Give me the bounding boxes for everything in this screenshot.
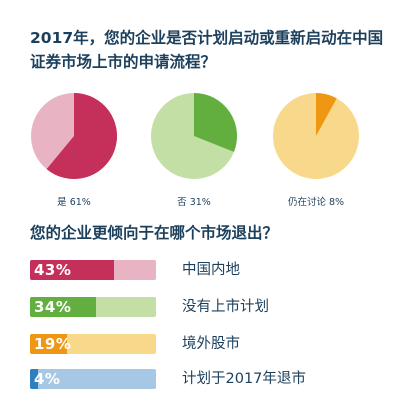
- bar-track: 4%: [30, 369, 156, 389]
- pie-2: [151, 93, 237, 179]
- bar-category-label: 没有上市计划: [182, 299, 269, 315]
- bar-value-label: 19%: [34, 335, 72, 353]
- bar-category-label: 中国内地: [182, 262, 240, 278]
- pie-1: [31, 92, 118, 179]
- question-2-title: 您的企业更倾向于在哪个市场退出？: [30, 224, 279, 242]
- bar-value-label: 34%: [34, 298, 72, 316]
- bar-row: 43% 中国内地: [30, 260, 390, 282]
- bar-row: 4% 计划于2017年退市: [30, 369, 390, 391]
- pie-2-slice: [194, 93, 237, 152]
- bar-track: 19%: [30, 334, 156, 354]
- bar-track: 34%: [30, 297, 156, 317]
- pie-1-slice: [46, 92, 118, 179]
- bar-category-label: 境外股市: [182, 336, 240, 352]
- bar-track: 43%: [30, 260, 156, 280]
- pie-3-label: 仍在讨论 8%: [287, 197, 345, 208]
- bar: [30, 260, 114, 280]
- bar: [30, 369, 38, 389]
- bar-row: 19% 境外股市: [30, 334, 390, 356]
- bar-value-label: 43%: [34, 261, 72, 279]
- pie-1-label: 是 61%: [57, 197, 91, 208]
- question-1-title: 2017年，您的企业是否计划启动或重新启动在中国证券市场上市的申请流程？: [30, 29, 384, 71]
- bar: [30, 334, 68, 354]
- bar-value-label: 4%: [34, 370, 61, 388]
- bar-row: 34% 没有上市计划: [30, 297, 390, 319]
- bar: [30, 297, 97, 317]
- pie-3: [273, 93, 359, 179]
- pie-charts: [31, 92, 359, 179]
- bar-category-label: 计划于2017年退市: [182, 371, 306, 387]
- pie-2-label: 否 31%: [177, 197, 211, 208]
- pie-3-slice: [316, 93, 337, 136]
